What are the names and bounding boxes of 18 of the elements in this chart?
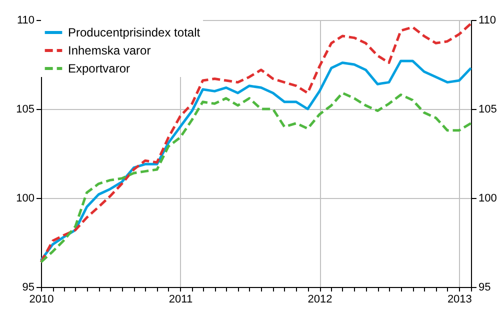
y-tick-label: 105 <box>16 104 34 116</box>
x-tick-label: 2011 <box>168 294 193 306</box>
x-tick-label: 2012 <box>308 294 332 306</box>
y-tick-label: 95 <box>22 282 34 294</box>
y-tick-label: 100 <box>16 192 34 204</box>
y2-tick-label: 100 <box>478 192 497 204</box>
y2-tick-label: 110 <box>478 14 496 26</box>
line-series <box>40 92 472 264</box>
y2-tick-label: 95 <box>478 282 491 294</box>
y-tick-label: 110 <box>16 14 34 26</box>
line-series <box>40 60 472 262</box>
x-tick-label: 2013 <box>447 294 472 306</box>
legend-label: Producentprisindex totalt <box>68 26 201 40</box>
legend-label: Inhemska varor <box>68 44 151 58</box>
y2-tick-label: 105 <box>478 104 497 116</box>
x-tick-label: 2010 <box>29 294 54 306</box>
line-series <box>40 22 472 264</box>
legend-label: Exportvaror <box>68 62 130 76</box>
